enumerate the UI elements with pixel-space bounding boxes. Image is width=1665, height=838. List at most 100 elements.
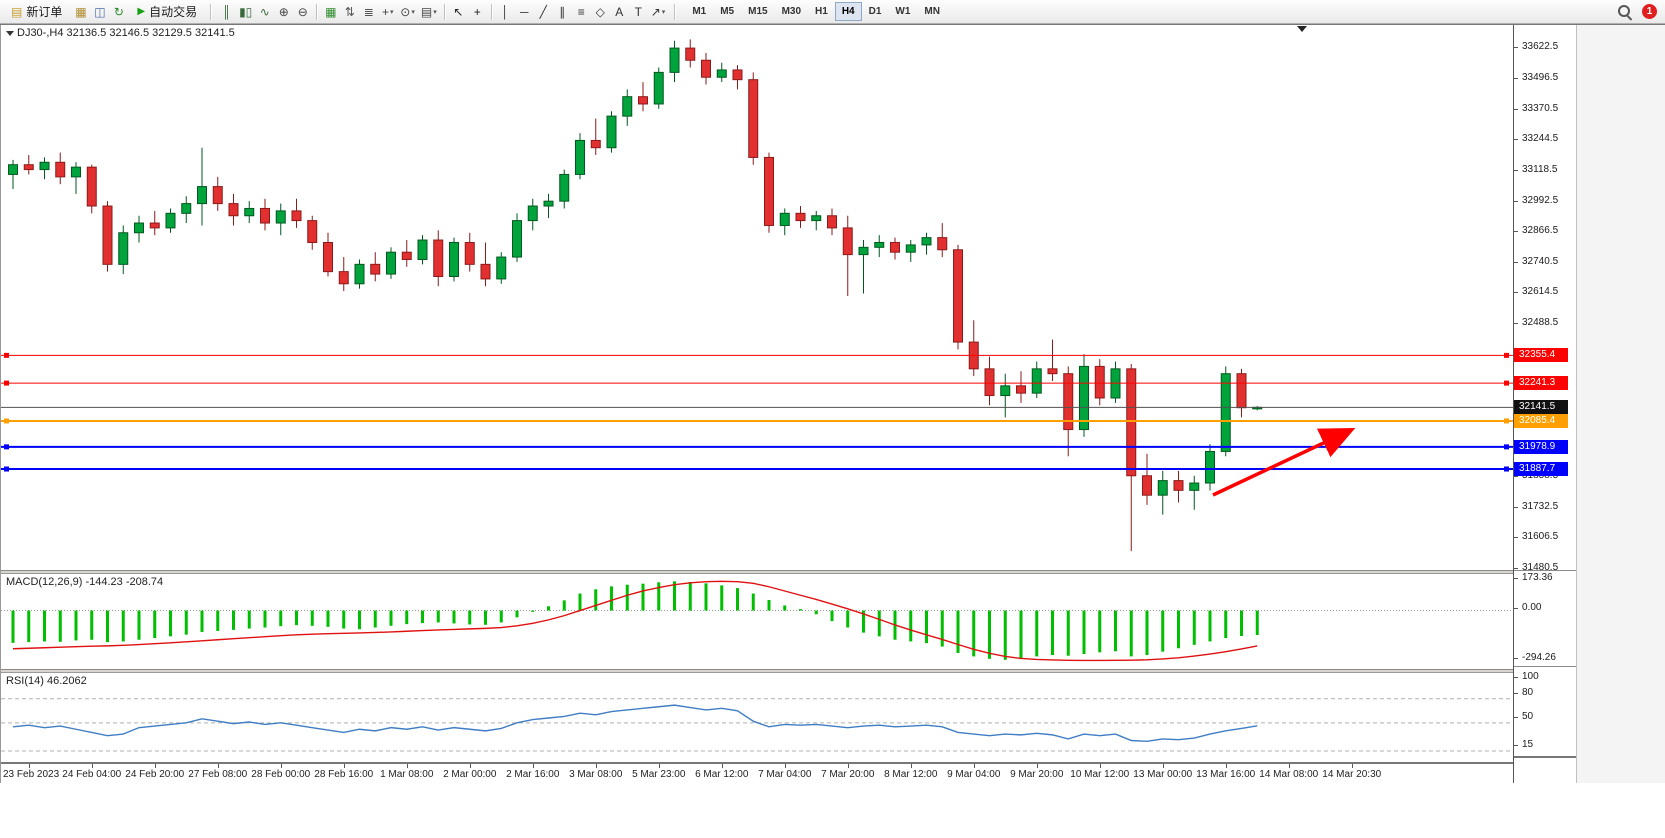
- price-chart-canvas[interactable]: [1, 25, 1513, 571]
- period-icon[interactable]: ⊙ ▾: [400, 4, 415, 19]
- time-tick: [406, 764, 408, 768]
- new-order-icon: ▤: [11, 4, 23, 19]
- time-axis-label: 7 Mar 04:00: [758, 769, 812, 780]
- refresh-icon[interactable]: ↻: [113, 4, 124, 19]
- rsi-tick-label: 80: [1522, 686, 1534, 698]
- tile-windows-icon[interactable]: ▦: [325, 4, 337, 19]
- timeframe-m1[interactable]: M1: [692, 6, 707, 17]
- macd-tick-label: 0.00: [1522, 601, 1542, 613]
- candles-layer: [8, 39, 1263, 552]
- time-tick: [343, 764, 345, 768]
- timeframe-mn[interactable]: MN: [924, 6, 940, 17]
- time-tick: [469, 764, 471, 768]
- macd-tick: [1514, 607, 1518, 609]
- price-tick-label: 33622.5: [1522, 41, 1559, 53]
- price-chart-pane[interactable]: DJ30-,H4 32136.5 32146.5 32129.5 32141.5: [1, 25, 1513, 571]
- timeframe-d1[interactable]: D1: [868, 6, 882, 17]
- label-icon[interactable]: T: [634, 4, 642, 19]
- macd-pane[interactable]: MACD(12,26,9) -144.23 -208.74: [1, 574, 1513, 670]
- price-tick: [1514, 567, 1518, 569]
- time-axis[interactable]: 23 Feb 2023 24 Feb 04:00 24 Feb 20:00 27 Fe…: [1, 763, 1513, 783]
- add-indicator-icon[interactable]: + ▾: [382, 4, 394, 19]
- time-axis-label: 27 Feb 08:00: [188, 769, 248, 780]
- fibonacci-icon[interactable]: ≡: [577, 4, 585, 19]
- rsi-line: [12, 704, 1258, 743]
- vertical-line-icon[interactable]: │: [501, 4, 509, 19]
- chart-expander-icon[interactable]: [6, 30, 14, 36]
- time-tick: [1036, 764, 1038, 768]
- macd-axis[interactable]: 173.36 0.00 -294.26: [1514, 571, 1576, 667]
- price-axis-column[interactable]: 33622.5 33496.5 33370.5 33244.5 33118.5 32992…: [1513, 25, 1576, 783]
- zoom-out-icon[interactable]: ⊖: [297, 4, 308, 19]
- horizontal-lines-layer[interactable]: [1, 352, 1513, 472]
- macd-tick: [1514, 657, 1518, 659]
- macd-tick: [1514, 578, 1518, 580]
- price-tick: [1514, 139, 1518, 141]
- template-icon[interactable]: ▤ ▾: [420, 4, 437, 19]
- time-tick: [28, 764, 30, 768]
- price-axis-main[interactable]: 33622.5 33496.5 33370.5 33244.5 33118.5 32992…: [1514, 25, 1576, 573]
- shapes-icon[interactable]: ◇: [595, 4, 605, 19]
- cursor-icon[interactable]: ↖: [453, 4, 464, 19]
- time-axis-label: 6 Mar 12:00: [695, 769, 749, 780]
- price-tick-label: 32488.5: [1522, 317, 1559, 329]
- timeframe-h1[interactable]: H1: [815, 6, 828, 17]
- timeframe-m5[interactable]: M5: [720, 6, 735, 17]
- indicator-window-icon[interactable]: ⇅: [344, 4, 355, 19]
- toolbar-separator: [674, 3, 676, 20]
- toolbar-separator: [210, 3, 212, 20]
- rsi-canvas[interactable]: [1, 673, 1513, 763]
- horizontal-line-icon[interactable]: ─: [519, 4, 529, 19]
- search-icon[interactable]: [1617, 4, 1632, 19]
- timeframe-h4[interactable]: H4: [834, 2, 862, 21]
- macd-label: MACD(12,26,9) -144.23 -208.74: [6, 576, 164, 588]
- plot-column: DJ30-,H4 32136.5 32146.5 32129.5 32141.5…: [0, 25, 1513, 783]
- period-icon-caret: ▾: [411, 8, 415, 16]
- chart-header-text: DJ30-,H4 32136.5 32146.5 32129.5 32141.5: [17, 27, 235, 39]
- arrows-icon[interactable]: ↗ ▾: [650, 4, 666, 19]
- candlestick-type-icon[interactable]: ▮▯: [239, 4, 253, 19]
- chart-window-icon[interactable]: ▦: [75, 4, 87, 19]
- crosshair-icon[interactable]: +: [473, 4, 481, 19]
- pane-splitter[interactable]: [1, 571, 1513, 574]
- price-tick: [1514, 537, 1518, 539]
- price-tick-label: 31732.5: [1522, 500, 1559, 512]
- time-tick: [595, 764, 597, 768]
- time-tick: [1288, 764, 1290, 768]
- line-chart-type-icon[interactable]: ∿: [259, 4, 270, 19]
- rsi-pane[interactable]: RSI(14) 46.2062: [1, 673, 1513, 763]
- price-tick-label: 33244.5: [1522, 133, 1559, 145]
- chart-shift-marker-icon[interactable]: [1297, 26, 1307, 32]
- notification-badge[interactable]: 1: [1642, 4, 1657, 19]
- time-axis-label: 10 Mar 12:00: [1070, 769, 1130, 780]
- time-tick: [91, 764, 93, 768]
- time-tick: [1162, 764, 1164, 768]
- time-tick: [1225, 764, 1227, 768]
- bar-chart-type-icon[interactable]: ║: [222, 4, 231, 19]
- timeframe-m15[interactable]: M15: [748, 6, 768, 17]
- macd-tick-label: 173.36: [1522, 572, 1553, 584]
- price-tick-label: 33496.5: [1522, 72, 1559, 84]
- new-order-button[interactable]: ▤ 新订单: [4, 2, 69, 22]
- macd-canvas[interactable]: [1, 574, 1513, 670]
- chart-workspace: DJ30-,H4 32136.5 32146.5 32129.5 32141.5…: [0, 24, 1665, 783]
- price-tick: [1514, 292, 1518, 294]
- channel-icon[interactable]: ∥: [559, 4, 566, 19]
- toolbar: ▤ 新订单 ▦ ◫ ↻ ▶ 自动交易 ║ ▮▯ ∿ ⊕ ⊖ ▦ ⇅ ≣ + ▾ ⊙ ▾ ▤ ▾ ↖ + │ ─ ╱ ∥ ≡ ◇…: [0, 0, 1665, 24]
- autotrading-label: 自动交易: [149, 5, 198, 19]
- zoom-in-icon[interactable]: ⊕: [278, 4, 289, 19]
- objects-list-icon[interactable]: ≣: [363, 4, 374, 19]
- add-indicator-icon-caret: ▾: [390, 8, 394, 16]
- autotrading-button[interactable]: ▶ 自动交易: [130, 2, 204, 22]
- text-icon[interactable]: A: [615, 4, 624, 19]
- rsi-tick: [1514, 692, 1518, 694]
- timeframe-w1[interactable]: W1: [895, 6, 911, 17]
- rsi-tick-label: 15: [1522, 738, 1534, 750]
- rsi-axis[interactable]: 100 80 50 15: [1514, 667, 1576, 757]
- pane-splitter[interactable]: [1, 670, 1513, 673]
- timeframe-m30[interactable]: M30: [781, 6, 802, 17]
- trendline-icon[interactable]: ╱: [539, 4, 547, 19]
- price-tick: [1514, 231, 1518, 233]
- profiles-icon[interactable]: ◫: [94, 4, 106, 19]
- trend-arrow[interactable]: [1212, 428, 1356, 497]
